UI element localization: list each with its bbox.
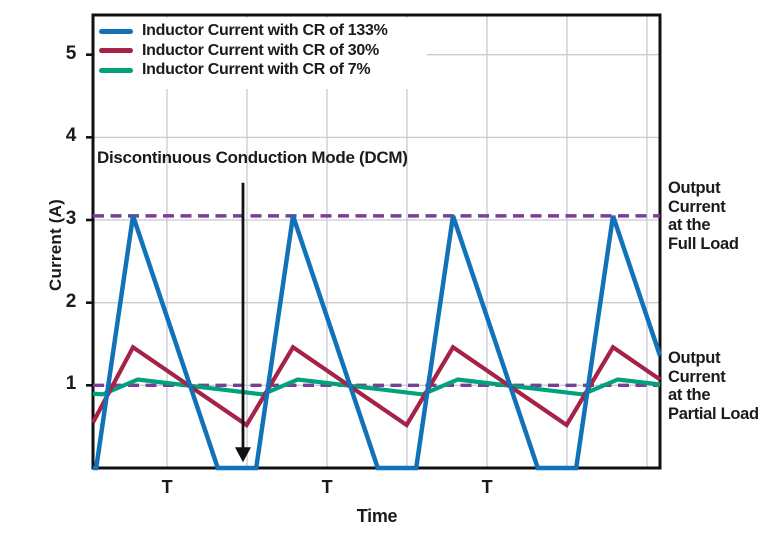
partial-load-label: Output Current at the Partial Load xyxy=(668,349,759,423)
legend-swatch-cr-133-icon xyxy=(99,28,133,34)
legend-item-cr-133: Inductor Current with CR of 133% xyxy=(99,22,388,40)
x-period-label-1: T xyxy=(321,477,333,497)
legend-swatch-cr-30-icon xyxy=(99,48,133,54)
series-line-1 xyxy=(91,344,662,428)
y-tick-label-1: 1 xyxy=(65,373,77,395)
legend-label-cr-7: Inductor Current with CR of 7% xyxy=(142,61,371,79)
legend-backdrop xyxy=(95,18,427,89)
y-tick-label-4: 4 xyxy=(65,125,77,147)
y-tick-label-2: 2 xyxy=(65,290,77,312)
y-tick-label-3: 3 xyxy=(65,208,77,229)
series-line-2 xyxy=(92,377,661,397)
dcm-arrow-head-icon xyxy=(234,447,251,463)
full-load-label: Output Current at the Full Load xyxy=(668,179,739,253)
legend: Inductor Current with CR of 133% Inducto… xyxy=(99,22,388,79)
legend-label-cr-30: Inductor Current with CR of 30% xyxy=(142,41,379,59)
x-period-label-2: T xyxy=(481,477,493,497)
dcm-annotation: Discontinuous Conduction Mode (DCM) xyxy=(97,148,408,167)
x-axis-title: Time xyxy=(356,506,398,526)
y-tick-label-5: 5 xyxy=(65,42,77,64)
x-period-label-0: T xyxy=(161,477,173,497)
legend-item-cr-7: Inductor Current with CR of 7% xyxy=(99,61,388,79)
legend-item-cr-30: Inductor Current with CR of 30% xyxy=(99,41,388,60)
legend-swatch-cr-7-icon xyxy=(99,67,133,73)
legend-label-cr-133: Inductor Current with CR of 133% xyxy=(142,22,388,40)
series-line-0 xyxy=(93,215,663,471)
